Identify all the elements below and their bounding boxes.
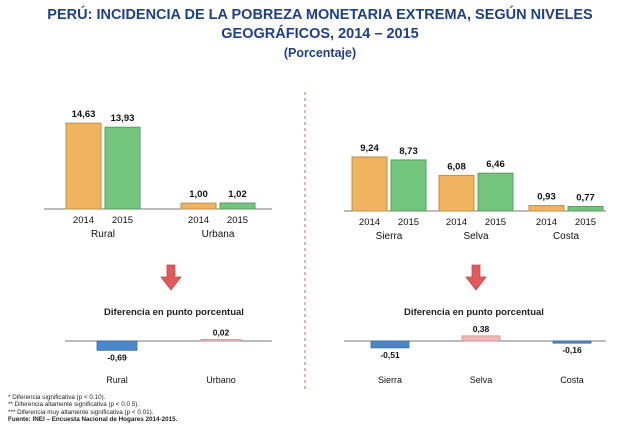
value-label-region-sierra-2015: 8,73 [399, 146, 418, 157]
value-label-region-selva-2014: 6,08 [447, 161, 466, 172]
value-label-area-urbana-2014: 1,00 [189, 189, 208, 200]
year-label-region-sierra-2014: 2014 [359, 217, 380, 228]
bar-area-rural-2014 [65, 122, 102, 210]
diff-bar-region-selva [461, 335, 501, 342]
diff-category-label-area-rural: Rural [106, 375, 128, 385]
value-label-region-selva-2015: 6,46 [486, 159, 505, 170]
year-label-area-rural-2014: 2014 [73, 215, 94, 226]
year-label-region-costa-2014: 2014 [536, 217, 557, 228]
diff-category-label-region-selva: Selva [470, 375, 493, 385]
bar-area-urbana-2014 [180, 202, 217, 210]
footnotes: * Diferencia significativa (p < 0.10). *… [8, 394, 177, 423]
year-label-region-selva-2014: 2014 [446, 217, 467, 228]
diff-value-label-region-sierra: -0,51 [380, 350, 400, 360]
category-label-urbana: Urbana [202, 229, 235, 240]
down-arrow-icon-left [160, 264, 182, 291]
bar-region-selva-2014 [438, 174, 475, 212]
diff-bar-area-rural [96, 340, 138, 351]
value-label-area-rural-2015: 13,93 [111, 113, 135, 124]
bar-region-selva-2015 [477, 172, 514, 212]
year-label-region-sierra-2015: 2015 [398, 217, 419, 228]
year-label-area-urbana-2015: 2015 [227, 215, 248, 226]
value-label-region-sierra-2014: 9,24 [360, 143, 379, 154]
bar-region-sierra-2014 [351, 156, 388, 212]
year-label-area-urbana-2014: 2014 [188, 215, 209, 226]
diff-category-label-area-urbano: Urbano [206, 375, 236, 385]
diff-bar-region-sierra [370, 340, 410, 349]
chart-title: PERÚ: INCIDENCIA DE LA POBREZA MONETARIA… [0, 6, 640, 63]
bar-region-costa-2015 [567, 205, 604, 212]
title-subtitle: (Porcentaje) [283, 46, 357, 60]
value-label-area-urbana-2015: 1,02 [228, 189, 247, 200]
footnote-2: ** Diferencia altamente significativa (p… [8, 401, 140, 409]
footnote-source: Fuente: INEI – Encuesta Nacional de Hoga… [8, 415, 178, 423]
diff-title-area: Diferencia en punto porcentual [104, 307, 244, 318]
year-label-region-selva-2015: 2015 [485, 217, 506, 228]
diff-value-label-region-selva: 0,38 [473, 324, 490, 334]
diff-title-region: Diferencia en punto porcentual [404, 307, 544, 318]
footnote-3: *** Diferencia muy altamente significati… [8, 408, 154, 416]
diff-bar-region-costa [552, 340, 592, 344]
bar-region-costa-2014 [528, 205, 565, 212]
value-label-area-rural-2014: 14,63 [72, 109, 96, 120]
value-label-region-costa-2015: 0,77 [576, 192, 595, 203]
down-arrow-icon-right [465, 264, 487, 291]
footnote-1: * Diferencia significativa (p < 0.10). [8, 394, 106, 401]
category-label-costa: Costa [553, 231, 580, 242]
diff-category-label-region-costa: Costa [560, 375, 584, 385]
diff-value-label-area-rural: -0,69 [107, 352, 127, 362]
category-label-sierra: Sierra [376, 231, 403, 242]
category-label-selva: Selva [463, 231, 488, 242]
value-label-region-costa-2014: 0,93 [537, 192, 556, 203]
bar-area-urbana-2015 [219, 202, 256, 210]
bar-area-rural-2015 [104, 126, 141, 210]
diff-bar-area-urbano [200, 339, 242, 342]
category-label-rural: Rural [91, 229, 115, 240]
diff-category-label-region-sierra: Sierra [378, 375, 402, 385]
title-line-1: PERÚ: INCIDENCIA DE LA POBREZA MONETARIA… [47, 7, 593, 23]
year-label-area-rural-2015: 2015 [112, 215, 133, 226]
bar-region-sierra-2015 [390, 159, 427, 212]
year-label-region-costa-2015: 2015 [575, 217, 596, 228]
diff-value-label-area-urbano: 0,02 [213, 328, 230, 338]
diff-value-label-region-costa: -0,16 [562, 345, 582, 355]
title-line-2: GEOGRÁFICOS, 2014 – 2015 [221, 26, 419, 42]
